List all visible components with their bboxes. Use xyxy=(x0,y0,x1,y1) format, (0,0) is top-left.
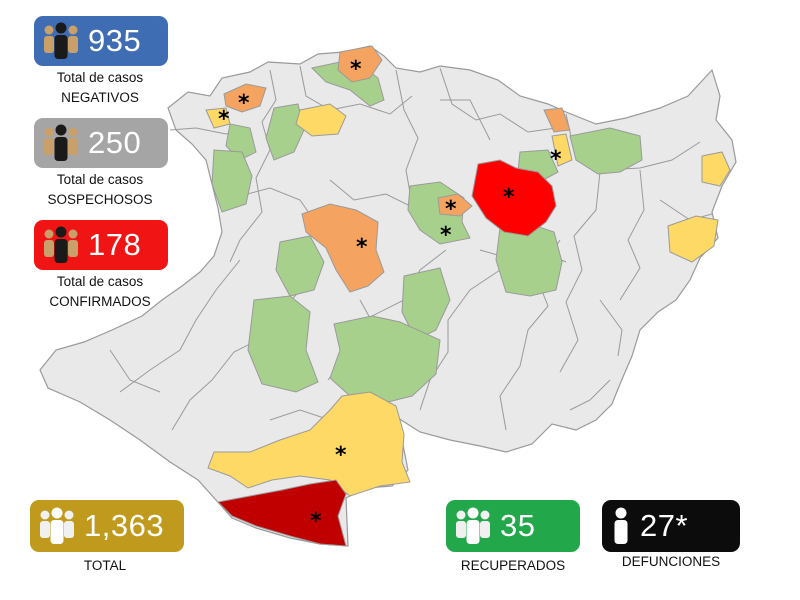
confirmados-value: 178 xyxy=(88,227,142,262)
negativos-value: 935 xyxy=(88,23,142,58)
recuperados-caption: RECUPERADOS xyxy=(460,558,566,573)
total-value: 1,363 xyxy=(84,508,165,543)
case-markers: * * * * * * * * * * xyxy=(218,57,562,534)
people-group-icon xyxy=(456,507,490,544)
people-group-icon xyxy=(44,124,78,161)
marker: * xyxy=(350,57,362,82)
yellow-municipalities xyxy=(205,103,731,497)
confirmados-badge: 178 xyxy=(34,220,168,270)
people-group-icon xyxy=(44,22,78,59)
orange-municipalities xyxy=(223,45,571,293)
negativos-badge: 935 xyxy=(34,16,168,66)
defunciones-badge: 27* xyxy=(602,500,740,552)
people-group-icon xyxy=(40,507,74,544)
defunciones-value: 27* xyxy=(640,508,689,543)
marker: * xyxy=(445,197,457,222)
sospechosos-caption: Total de casos SOSPECHOSOS xyxy=(47,172,153,207)
marker: * xyxy=(335,443,347,468)
recuperados-badge: 35 xyxy=(446,500,580,552)
people-group-icon xyxy=(44,226,78,263)
marker: * xyxy=(218,107,230,132)
marker: * xyxy=(356,235,368,260)
marker: * xyxy=(503,185,515,210)
total-caption: TOTAL xyxy=(83,558,127,573)
marker: * xyxy=(440,223,452,248)
person-icon xyxy=(614,507,628,544)
sospechosos-value: 250 xyxy=(88,125,142,160)
defunciones-caption: DEFUNCIONES xyxy=(621,554,721,569)
sospechosos-badge: 250 xyxy=(34,118,168,168)
negativos-caption: Total de casos NEGATIVOS xyxy=(56,70,144,105)
red-municipality xyxy=(471,159,557,237)
marker: * xyxy=(238,91,250,116)
recuperados-value: 35 xyxy=(500,508,536,543)
confirmados-caption: Total de casos CONFIRMADOS xyxy=(49,274,151,309)
marker: * xyxy=(310,509,322,534)
marker: * xyxy=(550,147,562,172)
total-badge: 1,363 xyxy=(30,500,184,552)
dark-red-municipality xyxy=(216,479,347,547)
